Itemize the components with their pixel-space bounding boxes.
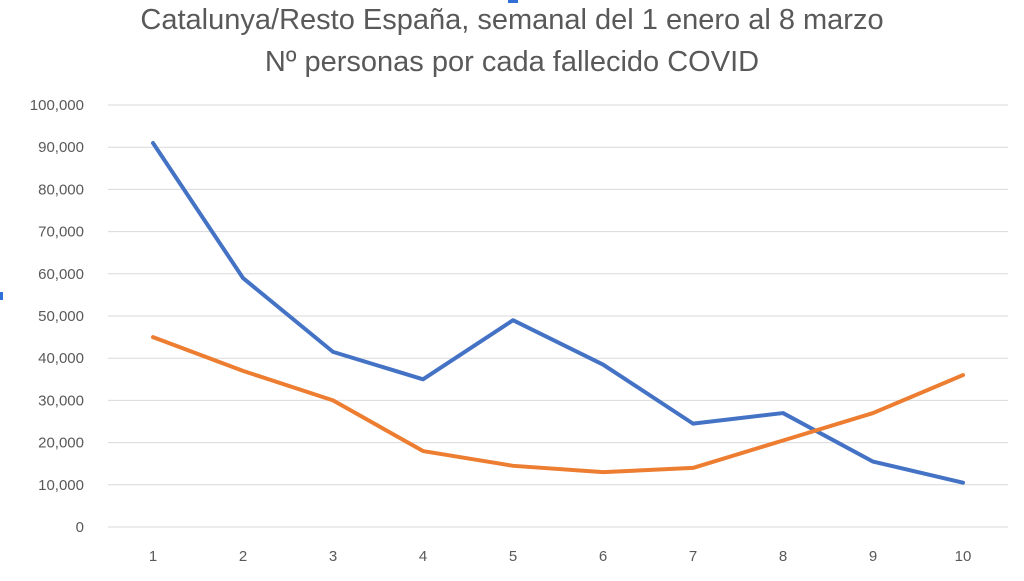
y-tick-label: 90,000: [38, 139, 84, 156]
x-tick-label: 10: [955, 548, 972, 565]
selection-handle-top: [508, 0, 518, 3]
selection-handle-left: [0, 292, 3, 300]
y-tick-label: 50,000: [38, 308, 84, 325]
chart-subtitle: Nº personas por cada fallecido COVID: [264, 46, 760, 78]
x-tick-label: 3: [329, 548, 337, 565]
y-tick-label: 0: [76, 519, 84, 536]
x-tick-label: 5: [509, 548, 517, 565]
y-tick-label: 40,000: [38, 350, 84, 367]
series-line-2: [151, 335, 965, 475]
x-tick-label: 2: [239, 548, 247, 565]
chart-title: Catalunya/Resto España, semanal del 1 en…: [140, 4, 884, 36]
x-tick-label: 8: [779, 548, 787, 565]
x-tick-label: 1: [149, 548, 157, 565]
y-tick-label: 70,000: [38, 224, 84, 241]
x-tick-label: 6: [599, 548, 607, 565]
x-tick-label: 9: [869, 548, 877, 565]
x-tick-label: 7: [689, 548, 697, 565]
y-tick-label: 10,000: [38, 477, 84, 494]
series-line-1: [151, 140, 965, 485]
y-tick-label: 60,000: [38, 266, 84, 283]
y-tick-label: 100,000: [30, 97, 84, 114]
y-tick-label: 20,000: [38, 435, 84, 452]
y-tick-label: 30,000: [38, 392, 84, 409]
x-tick-label: 4: [419, 548, 427, 565]
y-tick-label: 80,000: [38, 181, 84, 198]
